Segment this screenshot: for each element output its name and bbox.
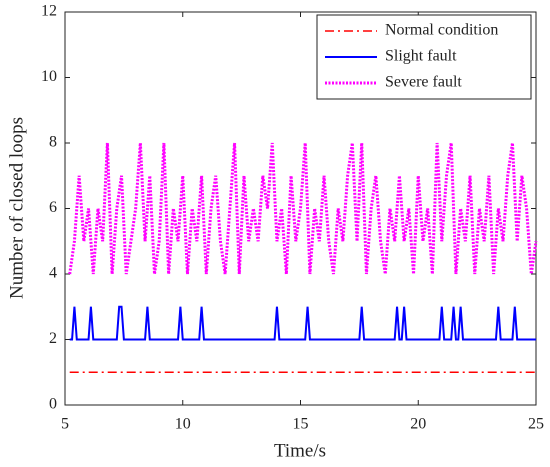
y-tick-label: 8 (49, 134, 57, 151)
x-tick-label: 25 (528, 416, 544, 433)
legend-label: Slight fault (385, 48, 457, 65)
x-tick-label: 20 (410, 416, 426, 433)
x-tick-label: 10 (175, 416, 191, 433)
y-tick-label: 2 (49, 330, 57, 347)
y-tick-label: 6 (49, 199, 57, 216)
series-line (69, 305, 536, 341)
y-tick-label: 4 (49, 265, 57, 282)
y-tick-label: 10 (41, 68, 57, 85)
x-tick-label: 15 (293, 416, 309, 433)
legend-label: Severe fault (385, 74, 462, 91)
x-tick-label: 5 (61, 416, 69, 433)
series-line (68, 142, 538, 275)
y-tick-label: 0 (49, 396, 57, 413)
legend-label: Normal condition (385, 22, 498, 39)
y-axis-label: Number of closed loops (6, 117, 27, 299)
y-tick-label: 12 (41, 3, 57, 20)
x-axis-label: Time/s (274, 440, 326, 461)
